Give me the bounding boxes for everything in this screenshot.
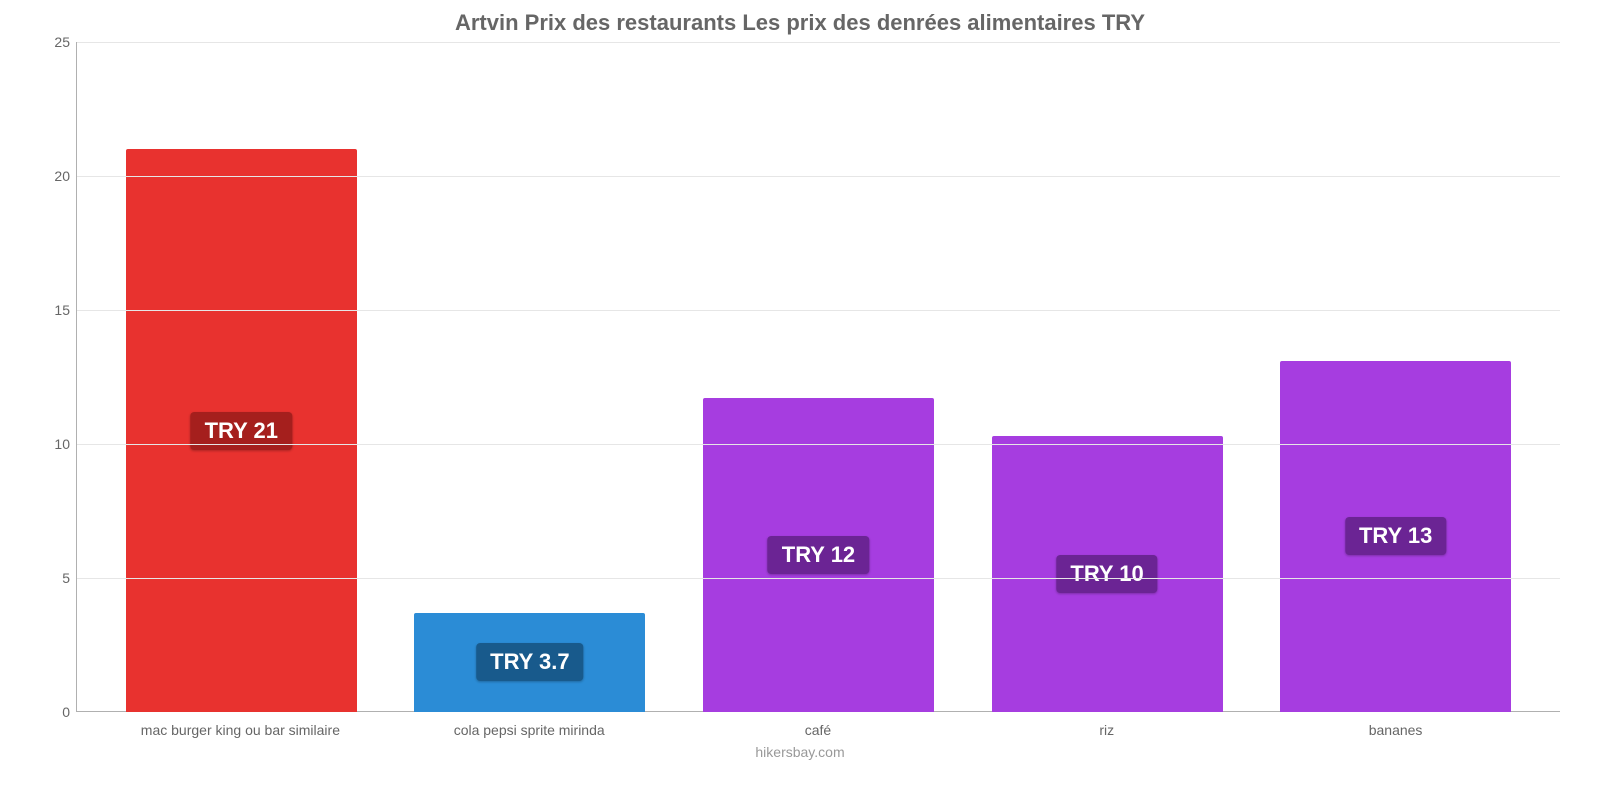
- y-tick-label: 5: [62, 570, 70, 586]
- bar-slot: TRY 12: [674, 42, 963, 712]
- gridline: [77, 310, 1560, 311]
- x-tick-label: mac burger king ou bar similaire: [96, 722, 385, 738]
- y-tick-label: 0: [62, 704, 70, 720]
- gridline: [77, 444, 1560, 445]
- x-tick-label: café: [674, 722, 963, 738]
- bar-slot: TRY 3.7: [386, 42, 675, 712]
- chart-container: Artvin Prix des restaurants Les prix des…: [0, 0, 1600, 800]
- x-tick-label: bananes: [1251, 722, 1540, 738]
- x-tick-label: cola pepsi sprite mirinda: [385, 722, 674, 738]
- x-axis: mac burger king ou bar similairecola pep…: [40, 722, 1560, 738]
- bar: TRY 12: [703, 398, 934, 712]
- gridline: [77, 176, 1560, 177]
- plot-wrap: 0510152025 TRY 21TRY 3.7TRY 12TRY 10TRY …: [40, 42, 1560, 760]
- bar: TRY 13: [1280, 361, 1511, 712]
- y-tick-label: 15: [54, 302, 70, 318]
- x-tick-label: riz: [962, 722, 1251, 738]
- bar: TRY 10: [992, 436, 1223, 712]
- y-tick-label: 20: [54, 168, 70, 184]
- bar-value-badge: TRY 12: [768, 536, 869, 574]
- bar-value-badge: TRY 10: [1056, 555, 1157, 593]
- bar-slot: TRY 13: [1251, 42, 1540, 712]
- source-label: hikersbay.com: [40, 744, 1560, 760]
- bar-slot: TRY 21: [97, 42, 386, 712]
- gridline: [77, 578, 1560, 579]
- bar-value-badge: TRY 3.7: [476, 643, 583, 681]
- y-tick-label: 25: [54, 34, 70, 50]
- bar: TRY 3.7: [414, 613, 645, 712]
- plot-area: TRY 21 TRY 3.7 TRY 12 TRY 10 TRY 13: [76, 42, 1560, 712]
- plot-body: 0510152025 TRY 21TRY 3.7TRY 12TRY 10TRY …: [40, 42, 1560, 712]
- chart-title: Artvin Prix des restaurants Les prix des…: [40, 10, 1560, 36]
- gridline: [77, 42, 1560, 43]
- y-axis: 0510152025: [40, 42, 76, 712]
- bar-slot: TRY 10: [963, 42, 1252, 712]
- y-tick-label: 10: [54, 436, 70, 452]
- bar: TRY 21: [126, 149, 357, 712]
- bars-row: TRY 21 TRY 3.7 TRY 12 TRY 10 TRY 13: [77, 42, 1560, 712]
- bar-value-badge: TRY 13: [1345, 517, 1446, 555]
